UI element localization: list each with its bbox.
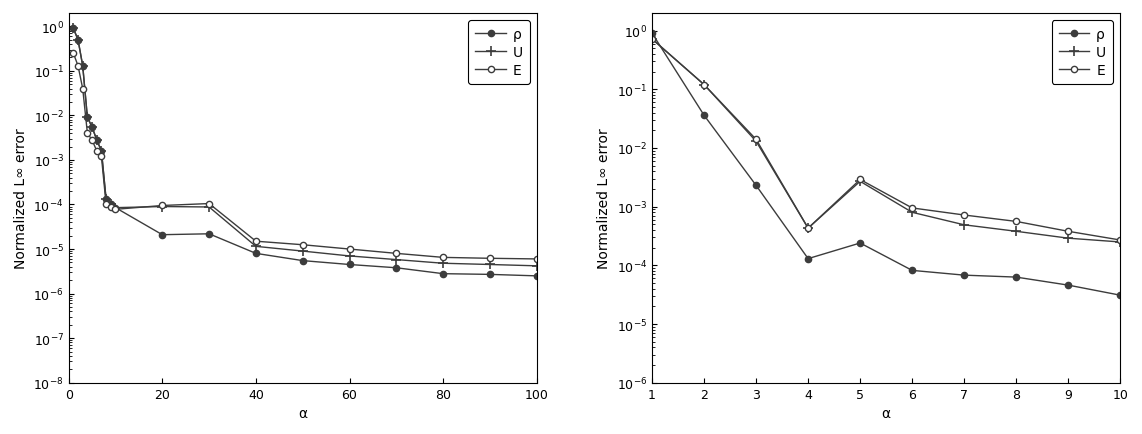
ρ: [104, 202, 118, 207]
U: [66, 26, 80, 32]
U: [81, 115, 95, 121]
ρ: [1113, 293, 1127, 298]
ρ: [343, 262, 356, 267]
E: [436, 255, 450, 260]
U: [71, 38, 85, 43]
E: [99, 202, 113, 207]
E: [749, 138, 763, 143]
U: [483, 262, 497, 267]
E: [389, 251, 403, 256]
E: [155, 204, 169, 209]
E: [95, 155, 108, 160]
U: [90, 138, 104, 143]
U: [957, 223, 971, 228]
Y-axis label: Normalized L∞ error: Normalized L∞ error: [597, 128, 611, 269]
E: [853, 178, 867, 183]
X-axis label: α: α: [882, 406, 891, 420]
U: [1010, 229, 1023, 234]
E: [90, 149, 104, 154]
ρ: [389, 266, 403, 271]
U: [155, 204, 169, 210]
E: [698, 83, 711, 88]
ρ: [645, 32, 659, 37]
U: [906, 210, 919, 215]
E: [957, 213, 971, 218]
U: [853, 179, 867, 184]
ρ: [436, 271, 450, 276]
E: [296, 243, 309, 248]
ρ: [86, 125, 99, 130]
E: [75, 87, 89, 92]
E: [86, 138, 99, 143]
E: [343, 247, 356, 252]
ρ: [75, 64, 89, 69]
U: [1061, 236, 1075, 241]
Line: E: E: [70, 51, 540, 263]
ρ: [1061, 283, 1075, 288]
Y-axis label: Normalized L∞ error: Normalized L∞ error: [14, 128, 27, 269]
ρ: [906, 268, 919, 273]
Line: U: U: [69, 25, 541, 271]
ρ: [66, 26, 80, 32]
ρ: [81, 115, 95, 121]
X-axis label: α: α: [298, 406, 307, 420]
U: [249, 244, 263, 250]
E: [483, 256, 497, 261]
E: [1061, 229, 1075, 234]
E: [81, 131, 95, 136]
ρ: [1010, 275, 1023, 280]
U: [749, 139, 763, 145]
Line: U: U: [648, 35, 1125, 247]
E: [1010, 219, 1023, 224]
ρ: [95, 149, 108, 154]
U: [202, 205, 216, 210]
E: [108, 207, 122, 212]
ρ: [957, 273, 971, 278]
E: [530, 257, 544, 262]
ρ: [698, 113, 711, 118]
ρ: [530, 273, 544, 279]
E: [906, 206, 919, 211]
E: [66, 51, 80, 56]
E: [202, 201, 216, 207]
E: [104, 204, 118, 210]
E: [249, 239, 263, 244]
ρ: [249, 251, 263, 256]
E: [71, 64, 85, 69]
U: [698, 83, 711, 88]
U: [389, 257, 403, 263]
U: [108, 206, 122, 211]
U: [645, 37, 659, 43]
U: [296, 249, 309, 254]
ρ: [853, 241, 867, 246]
E: [1113, 238, 1127, 243]
ρ: [802, 256, 815, 262]
Legend: ρ, U, E: ρ, U, E: [1052, 21, 1113, 85]
ρ: [749, 183, 763, 188]
ρ: [296, 258, 309, 263]
ρ: [202, 232, 216, 237]
U: [436, 261, 450, 266]
U: [802, 226, 815, 231]
U: [104, 202, 118, 207]
Line: ρ: ρ: [649, 31, 1124, 299]
E: [645, 37, 659, 43]
U: [343, 254, 356, 259]
ρ: [108, 206, 122, 211]
Legend: ρ, U, E: ρ, U, E: [468, 21, 530, 85]
U: [530, 263, 544, 269]
U: [1113, 240, 1127, 245]
ρ: [155, 233, 169, 238]
ρ: [71, 38, 85, 43]
Line: E: E: [649, 37, 1124, 243]
ρ: [90, 138, 104, 143]
U: [95, 149, 108, 154]
U: [75, 64, 89, 69]
U: [99, 197, 113, 203]
ρ: [99, 197, 113, 203]
U: [86, 125, 99, 130]
Line: ρ: ρ: [70, 26, 540, 279]
E: [802, 226, 815, 231]
ρ: [483, 272, 497, 277]
